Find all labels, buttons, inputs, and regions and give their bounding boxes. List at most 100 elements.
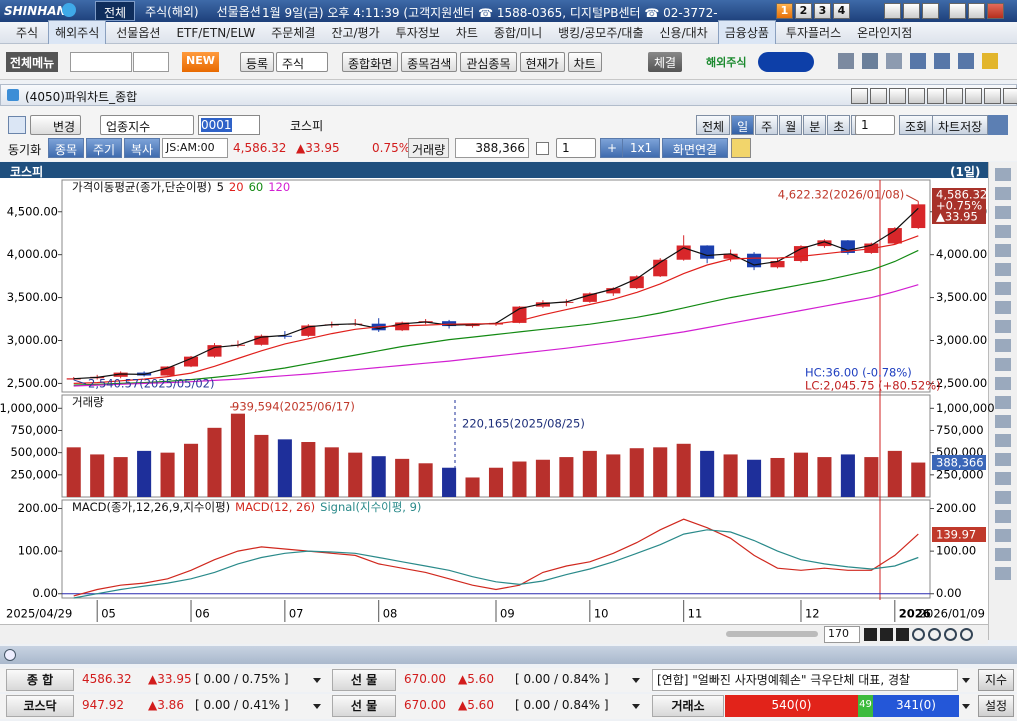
market-select[interactable]: 주식 xyxy=(276,52,328,72)
tool[interactable] xyxy=(995,282,1011,295)
tv-button[interactable] xyxy=(758,52,814,72)
count-select[interactable]: 1 xyxy=(855,115,895,135)
menu-item[interactable]: 종합/미니 xyxy=(493,26,543,40)
tool[interactable] xyxy=(995,358,1011,371)
dropdown[interactable] xyxy=(632,678,640,683)
dropdown[interactable] xyxy=(962,704,970,709)
button[interactable] xyxy=(864,628,877,641)
link-button[interactable]: 화면연결 xyxy=(662,138,728,158)
dropdown[interactable] xyxy=(313,704,321,709)
menu-item[interactable]: 차트 xyxy=(455,26,478,40)
change-button[interactable]: 변경 xyxy=(30,115,82,135)
workspace-button[interactable]: 4 xyxy=(833,3,850,19)
zoom[interactable] xyxy=(912,628,925,641)
icon[interactable] xyxy=(870,88,887,104)
menu-item[interactable]: 투자플러스 xyxy=(785,26,842,40)
tool[interactable] xyxy=(995,301,1011,314)
menu-item[interactable]: 선물옵션 xyxy=(116,26,161,40)
news-ticker[interactable]: [연합] "얼빠진 사자명예훼손" 극우단체 대표, 경찰 xyxy=(652,669,958,691)
tab[interactable]: 주식(해외) xyxy=(145,5,199,19)
icon[interactable] xyxy=(8,116,26,134)
period-button[interactable]: 분 xyxy=(803,115,827,135)
checkbox[interactable] xyxy=(536,142,549,155)
minimize[interactable] xyxy=(949,3,966,19)
tool[interactable] xyxy=(995,529,1011,542)
all-menu[interactable]: 전체메뉴 xyxy=(6,52,59,72)
icon[interactable] xyxy=(927,88,944,104)
tool[interactable] xyxy=(995,244,1011,257)
menu-item[interactable]: 주식 xyxy=(16,26,39,40)
save-button[interactable]: 차트저장 xyxy=(932,115,989,135)
query-button[interactable]: 조회 xyxy=(899,115,934,135)
tab[interactable]: 선물옵션 xyxy=(216,5,261,19)
search-input[interactable] xyxy=(70,52,132,72)
tool[interactable] xyxy=(995,320,1011,333)
menu-item[interactable]: 잔고/평가 xyxy=(331,26,380,40)
toolbar-button[interactable]: 현재가 xyxy=(519,52,565,72)
register-button[interactable]: 등록 xyxy=(240,52,275,72)
icon[interactable] xyxy=(903,3,920,19)
toolbar-button[interactable]: 관심종목 xyxy=(460,52,517,72)
search-button[interactable] xyxy=(133,52,169,72)
tab[interactable]: 전체 xyxy=(95,1,136,21)
grid-button[interactable]: 1x1 xyxy=(622,138,660,158)
icon[interactable] xyxy=(884,3,901,19)
icon[interactable] xyxy=(1003,88,1017,104)
icon[interactable] xyxy=(910,53,926,69)
tool[interactable] xyxy=(995,567,1011,580)
icon[interactable] xyxy=(965,88,982,104)
menu-item[interactable]: ETF/ETN/ELW xyxy=(176,25,256,40)
button[interactable] xyxy=(896,628,909,641)
tool[interactable] xyxy=(995,206,1011,219)
tool[interactable] xyxy=(995,339,1011,352)
toolbar-button[interactable]: 종목검색 xyxy=(401,52,458,72)
icon[interactable] xyxy=(838,53,854,69)
period-button[interactable]: 월 xyxy=(779,115,803,135)
icon[interactable] xyxy=(889,88,906,104)
period-button[interactable]: 전체 xyxy=(696,115,731,135)
tool[interactable] xyxy=(995,453,1011,466)
icon[interactable] xyxy=(946,88,963,104)
tool[interactable] xyxy=(995,415,1011,428)
tool[interactable] xyxy=(995,434,1011,447)
icon[interactable] xyxy=(958,53,974,69)
close[interactable] xyxy=(987,3,1004,19)
icon[interactable] xyxy=(851,88,868,104)
dropdown[interactable] xyxy=(313,678,321,683)
tool[interactable] xyxy=(995,187,1011,200)
slider[interactable] xyxy=(726,631,818,637)
button[interactable] xyxy=(880,628,893,641)
workspace-button[interactable]: 3 xyxy=(814,3,831,19)
icon[interactable] xyxy=(922,3,939,19)
toolbar-button[interactable]: 차트 xyxy=(567,52,602,72)
sector-select[interactable]: 업종지수 xyxy=(100,115,194,135)
tool[interactable] xyxy=(995,396,1011,409)
zoom[interactable] xyxy=(928,628,941,641)
icon[interactable] xyxy=(934,53,950,69)
tool[interactable] xyxy=(995,225,1011,238)
icon[interactable] xyxy=(886,53,902,69)
overseas-link[interactable]: 해외주식 xyxy=(706,56,747,69)
menu-item[interactable]: 온라인지점 xyxy=(857,26,913,40)
icon[interactable] xyxy=(982,53,998,69)
period-button[interactable]: 주 xyxy=(755,115,779,135)
pen-icon[interactable] xyxy=(731,138,751,158)
tool[interactable] xyxy=(995,472,1011,485)
maximize[interactable] xyxy=(968,3,985,19)
plus-button[interactable]: + xyxy=(600,138,625,158)
tool[interactable] xyxy=(995,377,1011,390)
tool[interactable] xyxy=(995,491,1011,504)
period-button[interactable]: 초 xyxy=(827,115,851,135)
zoom[interactable] xyxy=(944,628,957,641)
item-button[interactable]: 종목 xyxy=(48,138,85,158)
copy-button[interactable]: 복사 xyxy=(124,138,161,158)
fill-button[interactable]: 체결 xyxy=(648,52,683,72)
cycle-button[interactable]: 주기 xyxy=(86,138,123,158)
menu-item[interactable]: 뱅킹/공모주/대출 xyxy=(558,26,644,40)
dropdown[interactable] xyxy=(962,678,970,683)
dropdown[interactable] xyxy=(632,704,640,709)
tool[interactable] xyxy=(995,548,1011,561)
menu-item[interactable]: 투자정보 xyxy=(395,26,440,40)
index-button[interactable]: 지수 xyxy=(978,669,1014,691)
toggle[interactable] xyxy=(4,649,16,661)
